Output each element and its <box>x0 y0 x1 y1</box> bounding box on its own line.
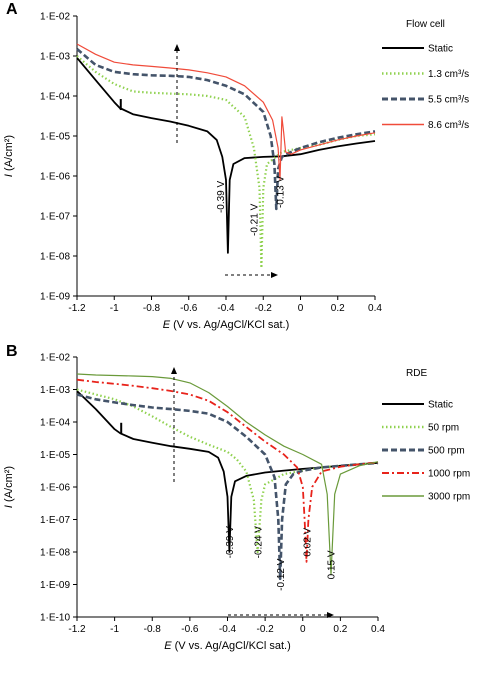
legend-title: Flow cell <box>406 19 445 30</box>
x-tick-label: 0.2 <box>333 624 347 635</box>
legend-entry: 1000 rpm <box>428 469 470 480</box>
x-tick-label: -0.8 <box>143 303 161 314</box>
legend-entry: 50 rpm <box>428 423 459 434</box>
y-tick-label: 1·E-05 <box>40 450 70 461</box>
potential-annotation: -0.39 V <box>225 526 236 559</box>
y-axis-label: I (A/cm²) <box>3 135 15 177</box>
legend-entry: Static <box>428 400 453 411</box>
chart-panel-A: A -1.2 -1 -0.8 -0.6 -0.4 -0.2 0 0.2 0.4 1·E-09 1·E-… <box>3 1 469 331</box>
x-tick-label: -0.2 <box>255 303 273 314</box>
x-tick-label: -0.4 <box>219 624 237 635</box>
legend-entry: Static <box>428 44 453 55</box>
x-tick-label: 0.4 <box>368 303 382 314</box>
x-axis-label: E (V vs. Ag/AgCl/KCl sat.) <box>163 319 290 331</box>
x-tick-label: 0.4 <box>371 624 385 635</box>
series-line-3000-rpm <box>76 373 379 576</box>
panel-letter: B <box>6 343 18 360</box>
y-tick-label: 1·E-07 <box>40 515 70 526</box>
chart-panel-B: B -1.2 -1 -0.8 -0.6 -0.4 -0.2 0 0.2 0.4 1·E-10 1·E-… <box>3 343 470 652</box>
y-tick-label: 1·E-08 <box>40 252 70 263</box>
legend-entry: 500 rpm <box>428 446 465 457</box>
legend-entry: 5.5 cm³/s <box>428 95 469 106</box>
y-tick-label: 1·E-02 <box>40 12 70 23</box>
x-axis-label: E (V vs. Ag/AgCl/KCl sat.) <box>164 640 291 652</box>
panel-letter: A <box>6 1 18 18</box>
x-tick-label: -0.6 <box>180 303 198 314</box>
potential-annotation: -0.21 V <box>250 203 261 236</box>
x-tick-label: -1.2 <box>68 303 86 314</box>
y-tick-label: 1·E-03 <box>40 52 70 63</box>
series-line-5-5-cm-s <box>76 48 376 211</box>
y-tick-label: 1·E-04 <box>40 418 70 429</box>
x-tick-label: -1 <box>110 624 119 635</box>
potential-annotation: -0.39 V <box>216 180 227 213</box>
legend-entry: 8.6 cm³/s <box>428 120 469 131</box>
x-tick-label: 0 <box>300 624 306 635</box>
legend-title: RDE <box>406 368 427 379</box>
y-tick-label: 1·E-09 <box>40 292 70 303</box>
y-tick-label: 1·E-06 <box>40 483 70 494</box>
y-tick-label: 1·E-04 <box>40 92 70 103</box>
series-line-8-6-cm-s <box>76 43 376 181</box>
potential-annotation: 0.15 V <box>327 550 338 579</box>
potential-annotation: -0.13 V <box>276 175 287 208</box>
series-line-1000-rpm <box>76 378 379 563</box>
arrow-right-head <box>271 272 278 278</box>
potential-annotation: -0.24 V <box>253 526 264 559</box>
x-tick-label: -1 <box>110 303 119 314</box>
legend-entry: 1.3 cm³/s <box>428 69 469 80</box>
y-tick-label: 1·E-06 <box>40 172 70 183</box>
arrow-up-head <box>171 367 177 374</box>
y-tick-label: 1·E-07 <box>40 212 70 223</box>
series-line-1-3-cm-s <box>76 55 376 270</box>
y-tick-label: 1·E-05 <box>40 132 70 143</box>
x-tick-label: -0.2 <box>257 624 275 635</box>
y-tick-label: 1·E-03 <box>40 385 70 396</box>
x-tick-label: -1.2 <box>68 624 86 635</box>
x-tick-label: 0.2 <box>331 303 345 314</box>
arrow-up-head <box>174 44 180 51</box>
series-line-500-rpm <box>76 393 379 581</box>
x-tick-label: -0.4 <box>217 303 235 314</box>
y-tick-label: 1·E-09 <box>40 580 70 591</box>
y-tick-label: 1·E-02 <box>40 353 70 364</box>
x-tick-label: -0.8 <box>144 624 162 635</box>
x-tick-label: -0.6 <box>181 624 199 635</box>
y-tick-label: 1·E-08 <box>40 548 70 559</box>
potential-annotation: 0.02 V <box>302 527 313 556</box>
y-tick-label: 1·E-10 <box>40 613 70 624</box>
series-line-static <box>76 57 376 254</box>
y-axis-label: I (A/cm²) <box>3 466 15 508</box>
x-tick-label: 0 <box>298 303 304 314</box>
legend-entry: 3000 rpm <box>428 492 470 503</box>
arrow-right-head <box>327 612 334 618</box>
potential-annotation: -0.12 V <box>276 558 287 591</box>
